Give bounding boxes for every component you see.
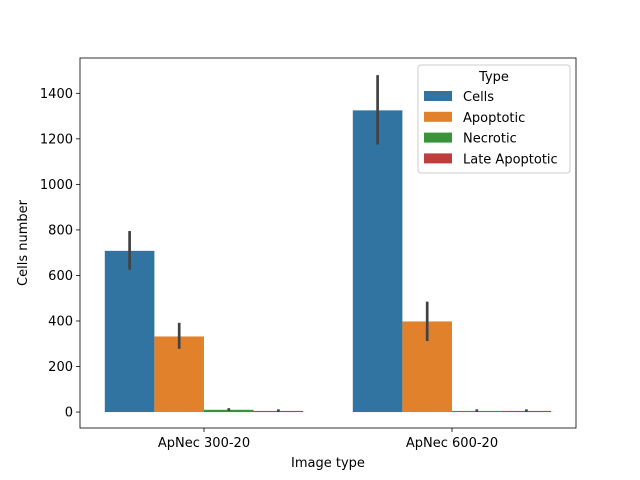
x-tick-label: ApNec 600-20 — [406, 436, 498, 451]
axes-frame — [79, 57, 577, 429]
y-tick-label: 1200 — [40, 132, 73, 147]
x-axis-label: Image type — [291, 456, 365, 471]
legend-label: Late Apoptotic — [463, 152, 558, 167]
y-tick-label: 1000 — [40, 178, 73, 193]
bar — [154, 336, 204, 413]
y-tick-label: 0 — [65, 406, 73, 421]
bar — [104, 250, 155, 413]
legend-items: Cells Apoptotic Necrotic Late Apoptotic — [424, 90, 558, 167]
y-axis-label: Cells number — [16, 199, 31, 286]
legend-label: Cells — [463, 90, 494, 105]
y-tick-label: 400 — [48, 314, 73, 329]
y-tick-label: 1400 — [40, 87, 73, 102]
legend-label: Apoptotic — [463, 111, 525, 126]
legend-label: Necrotic — [463, 132, 517, 147]
legend-swatch — [424, 153, 452, 164]
legend: Type Cells Apoptotic Necrotic Late Apoptoti… — [417, 64, 571, 174]
y-axis: 0 200 400 600 800 1000 1200 1400 — [40, 87, 80, 421]
legend-swatch — [424, 91, 452, 101]
bar — [352, 110, 403, 413]
legend-swatch — [424, 111, 452, 122]
error-bars-layer — [128, 75, 528, 412]
bars-layer — [104, 110, 552, 413]
legend-swatch — [424, 132, 452, 143]
x-tick-label: ApNec 300-20 — [158, 436, 250, 451]
y-tick-label: 800 — [48, 223, 73, 238]
legend-frame — [417, 64, 571, 174]
x-axis: ApNec 300-20 ApNec 600-20 — [158, 428, 498, 451]
y-tick-label: 600 — [48, 269, 73, 284]
legend-title: Type — [478, 70, 509, 85]
y-tick-label: 200 — [48, 360, 73, 375]
